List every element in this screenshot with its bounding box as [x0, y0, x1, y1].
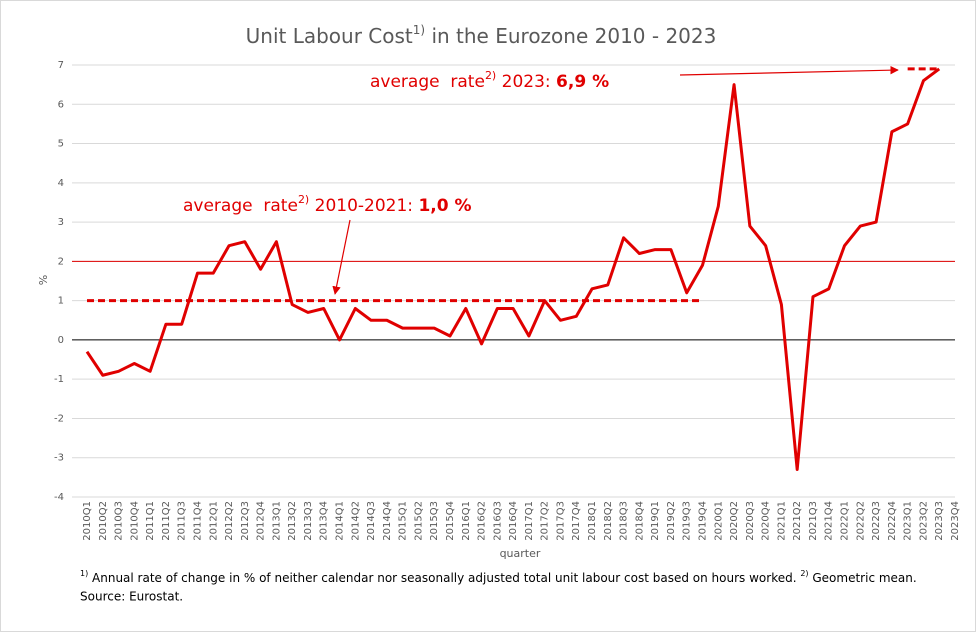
x-axis-label: quarter [500, 547, 541, 560]
x-tick-label: 2010Q1 [82, 501, 93, 541]
x-tick-label: 2023Q1 [903, 501, 914, 541]
x-tick-label: 2023Q2 [918, 501, 929, 541]
x-tick-label: 2019Q1 [650, 501, 661, 541]
data-line [85, 67, 941, 472]
y-tick-label: 0 [58, 335, 64, 346]
x-tick-label: 2022Q2 [855, 501, 866, 541]
y-tick-label: -2 [54, 413, 64, 424]
x-tick-label: 2012Q1 [208, 501, 219, 541]
x-tick-label: 2021Q1 [776, 501, 787, 541]
y-tick-label: 7 [58, 60, 64, 71]
x-tick-label: 2016Q3 [492, 501, 503, 541]
y-tick-label: 4 [58, 178, 64, 189]
x-tick-label: 2011Q4 [192, 501, 203, 541]
y-tick-label: 5 [58, 139, 64, 150]
x-tick-label: 2014Q4 [382, 501, 393, 541]
x-tick-label: 2020Q2 [729, 501, 740, 541]
x-tick-label: 2018Q2 [603, 501, 614, 541]
x-tick-label: 2011Q1 [145, 501, 156, 541]
x-tick-label: 2013Q4 [319, 501, 330, 541]
y-tick-label: 6 [58, 99, 64, 110]
x-tick-label: 2017Q2 [540, 501, 551, 541]
x-tick-label: 2022Q4 [887, 501, 898, 541]
x-tick-label: 2019Q2 [666, 501, 677, 541]
x-tick-label: 2013Q3 [303, 501, 314, 541]
x-tick-label: 2016Q2 [477, 501, 488, 541]
y-tick-label: -4 [54, 492, 64, 503]
x-tick-label: 2014Q2 [350, 501, 361, 541]
x-tick-label: 2020Q1 [713, 501, 724, 541]
x-tick-label: 2015Q3 [429, 501, 440, 541]
x-tick-label: 2017Q1 [524, 501, 535, 541]
x-tick-label: 2018Q3 [619, 501, 630, 541]
x-tick-label: 2020Q4 [761, 501, 772, 541]
x-tick-label: 2010Q2 [98, 501, 109, 541]
y-tick-label: 1 [58, 296, 64, 307]
annotation-arrow [332, 219, 351, 295]
x-tick-label: 2018Q4 [634, 501, 645, 541]
x-tick-label: 2020Q3 [745, 501, 756, 541]
x-tick-label: 2018Q1 [587, 501, 598, 541]
x-tick-label: 2010Q4 [129, 501, 140, 541]
source: Source: Eurostat. [80, 590, 183, 604]
x-tick-label: 2017Q4 [571, 501, 582, 541]
y-axis-label: % [37, 275, 50, 285]
y-tick-label: 2 [58, 256, 64, 267]
x-tick-label: 2021Q2 [792, 501, 803, 541]
y-tick-label: -1 [54, 374, 64, 385]
x-tick-label: 2019Q3 [682, 501, 693, 541]
annotation: average rate2) 2023: 6,9 % [370, 69, 609, 92]
x-tick-label: 2019Q4 [697, 501, 708, 541]
y-tick-label: 3 [58, 217, 64, 228]
x-tick-label: 2022Q3 [871, 501, 882, 541]
y-tick-label: -3 [54, 453, 64, 464]
x-tick-label: 2015Q2 [413, 501, 424, 541]
x-tick-label: 2016Q1 [461, 501, 472, 541]
x-tick-label: 2012Q4 [256, 501, 267, 541]
x-tick-label: 2011Q3 [177, 501, 188, 541]
x-tick-label: 2022Q1 [840, 501, 851, 541]
x-tick-label: 2012Q3 [240, 501, 251, 541]
x-tick-label: 2015Q4 [445, 501, 456, 541]
x-tick-label: 2016Q4 [508, 501, 519, 541]
chart-title: Unit Labour Cost1) in the Eurozone 2010 … [246, 23, 717, 48]
x-tick-label: 2011Q2 [161, 501, 172, 541]
annotation: average rate2) 2010-2021: 1,0 % [183, 193, 472, 216]
x-tick-label: 2010Q3 [114, 501, 125, 541]
x-tick-label: 2013Q2 [287, 501, 298, 541]
x-tick-label: 2017Q3 [555, 501, 566, 541]
x-tick-label: 2015Q1 [398, 501, 409, 541]
x-tick-label: 2023Q4 [950, 501, 961, 541]
x-tick-label: 2021Q4 [824, 501, 835, 541]
x-tick-label: 2012Q2 [224, 501, 235, 541]
x-tick-label: 2021Q3 [808, 501, 819, 541]
x-tick-label: 2014Q1 [335, 501, 346, 541]
x-tick-label: 2014Q3 [366, 501, 377, 541]
x-tick-label: 2013Q1 [271, 501, 282, 541]
footnote: 1) Annual rate of change in % of neither… [80, 569, 917, 585]
x-tick-label: 2023Q3 [934, 501, 945, 541]
annotation-arrow [679, 65, 899, 76]
